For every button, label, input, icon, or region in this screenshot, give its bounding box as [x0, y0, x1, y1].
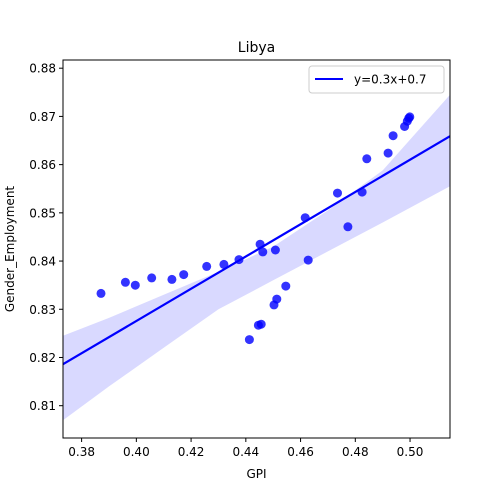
data-point — [147, 273, 157, 283]
data-point — [333, 188, 342, 198]
data-point — [202, 261, 212, 271]
data-point — [258, 247, 268, 257]
data-point — [357, 187, 367, 197]
data-point — [219, 259, 229, 269]
y-tick-label: 0.86 — [29, 158, 56, 172]
x-tick-label: 0.42 — [178, 445, 205, 459]
y-axis-label: Gender_Employment — [3, 186, 17, 313]
data-point — [383, 148, 393, 158]
y-tick-label: 0.84 — [29, 255, 56, 269]
data-point — [256, 319, 266, 329]
data-point — [270, 245, 280, 255]
data-point — [96, 288, 106, 298]
regression-line — [62, 135, 451, 366]
data-point — [388, 131, 398, 141]
chart-title: Libya — [238, 40, 275, 56]
data-point — [272, 294, 282, 304]
y-tick-label: 0.81 — [29, 399, 56, 413]
legend: y=0.3x+0.7 — [308, 65, 445, 94]
y-tick-label: 0.85 — [29, 206, 56, 220]
data-point — [234, 255, 244, 265]
y-tick-label: 0.88 — [29, 62, 56, 76]
data-point — [362, 154, 372, 164]
data-point — [343, 222, 353, 232]
scatter-points — [96, 112, 415, 345]
x-tick-label: 0.50 — [397, 445, 424, 459]
x-tick-label: 0.48 — [342, 445, 369, 459]
data-point — [303, 255, 313, 265]
legend-entry: y=0.3x+0.7 — [354, 73, 426, 87]
x-tick-label: 0.40 — [123, 445, 150, 459]
x-tick-label: 0.38 — [68, 445, 95, 459]
data-point — [255, 239, 265, 249]
plot-area — [62, 94, 451, 421]
data-point — [300, 213, 310, 223]
y-axis: 0.81 0.82 0.83 0.84 0.85 0.86 0.87 0.88 — [29, 62, 63, 413]
data-point — [120, 277, 130, 287]
x-axis: 0.38 0.40 0.42 0.44 0.46 0.48 0.50 — [68, 438, 423, 459]
confidence-band — [63, 94, 450, 421]
data-point — [179, 270, 189, 280]
data-point — [244, 335, 254, 345]
x-tick-label: 0.44 — [232, 445, 259, 459]
data-point — [130, 280, 140, 290]
y-tick-label: 0.83 — [29, 303, 56, 317]
data-point — [281, 281, 291, 291]
data-point — [405, 112, 415, 122]
y-tick-label: 0.87 — [29, 110, 56, 124]
data-point — [167, 274, 177, 284]
y-tick-label: 0.82 — [29, 351, 56, 365]
legend-box — [308, 65, 445, 94]
x-axis-label: GPI — [246, 467, 266, 481]
plot-frame — [62, 59, 451, 439]
x-tick-label: 0.46 — [287, 445, 314, 459]
